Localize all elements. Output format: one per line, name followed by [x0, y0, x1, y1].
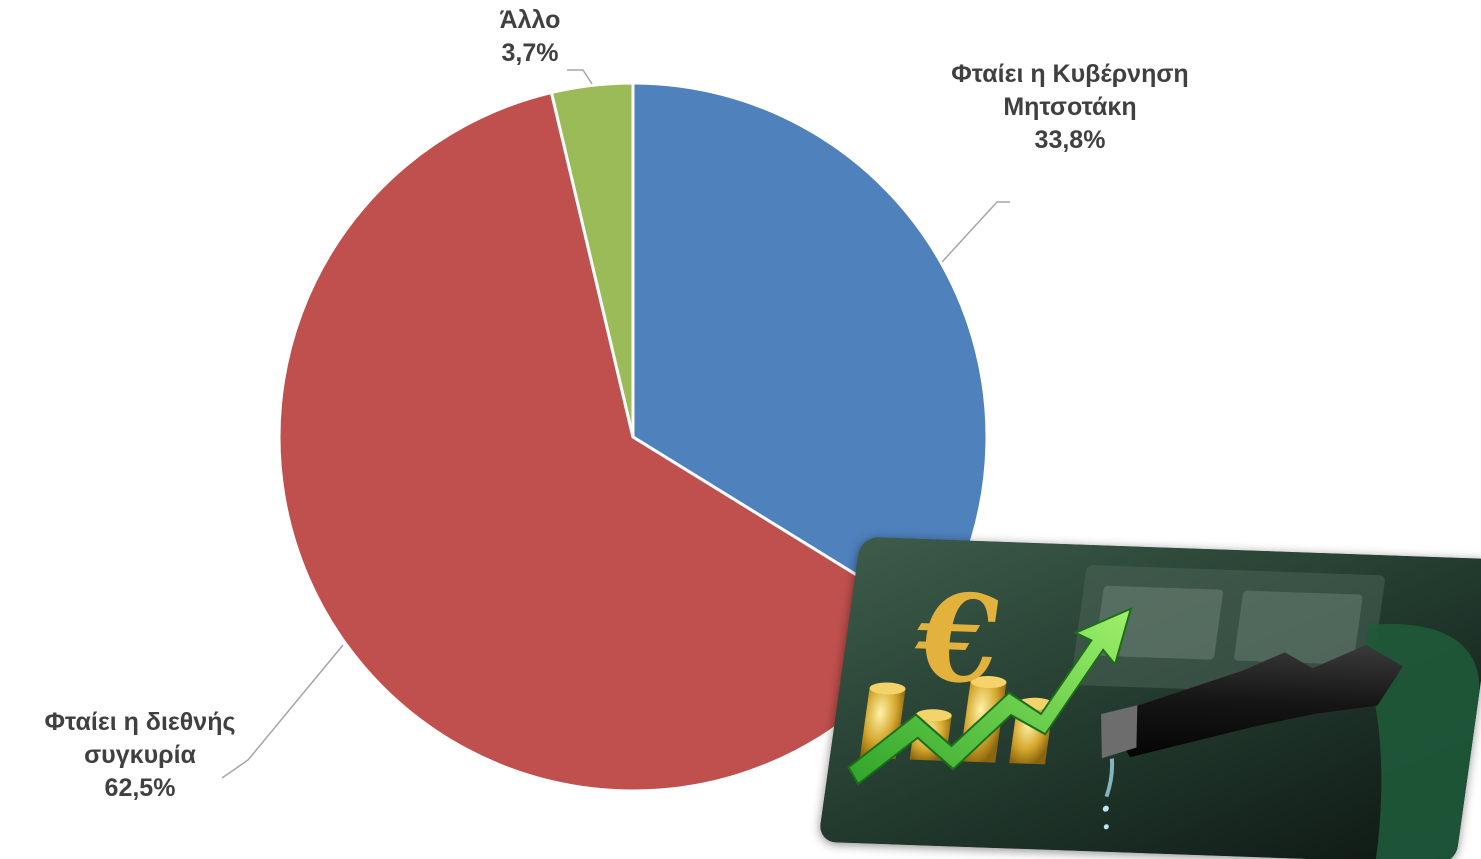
data-label-government: Φταίει η Κυβέρνηση Μητσοτάκη 33,8% [951, 60, 1189, 154]
fuel-nozzle-icon [1105, 645, 1403, 758]
leader-line-government [941, 201, 1010, 263]
rising-arrow-icon [847, 606, 1133, 786]
data-label-other: Άλλο 3,7% [499, 6, 561, 67]
fuel-pump-illustration: € [818, 536, 1481, 859]
fuel-price-rising-photo: € [818, 536, 1481, 859]
euro-icon: € [906, 568, 1010, 711]
leader-line-other [567, 69, 593, 85]
pie-slice-other [549, 81, 635, 439]
leader-line-international-situation [221, 644, 344, 779]
pie-slice-government [631, 81, 989, 625]
pie-slice-international-situation [277, 91, 936, 793]
data-label-international-situation: Φταίει η διεθνής συγκυρία 62,5% [44, 708, 236, 802]
